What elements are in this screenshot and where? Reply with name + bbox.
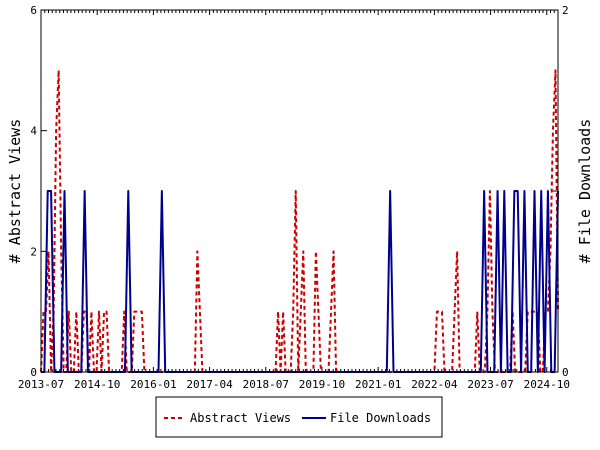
left-y-tick-label: 0 [30, 366, 37, 379]
right-y-tick-labels: 02 [562, 4, 569, 379]
x-tick-labels: 2013-07 2014-10 2016-01 2017-04 2018-07 2019-… [18, 378, 570, 391]
x-tick-label: 2018-07 [243, 378, 289, 391]
right-axis-title: # File Downloads [576, 119, 594, 264]
x-tick-label: 2023-07 [467, 378, 513, 391]
right-y-tick-label: 0 [562, 366, 569, 379]
left-axis-title: # Abstract Views [6, 119, 24, 264]
x-tick-label: 2014-10 [74, 378, 120, 391]
x-tick-label: 2022-04 [411, 378, 458, 391]
series-line-abstract-views [40, 69, 559, 373]
plot-frame [40, 9, 559, 373]
x-tick-label: 2016-01 [130, 378, 176, 391]
legend-label-abstract-views: Abstract Views [190, 411, 291, 425]
plot-background [41, 10, 558, 372]
left-y-tick-label: 6 [30, 4, 37, 17]
x-tick-label: 2017-04 [186, 378, 233, 391]
left-y-tick-labels: 0 2 4 6 [30, 4, 37, 379]
legend: Abstract Views File Downloads [155, 396, 443, 438]
right-y-tick-label: 2 [562, 4, 569, 17]
x-tick-label: 2019-10 [299, 378, 345, 391]
legend-box [155, 396, 443, 438]
legend-label-file-downloads: File Downloads [330, 411, 431, 425]
x-tick-label: 2013-07 [18, 378, 64, 391]
left-y-tick-label: 2 [30, 245, 37, 258]
left-y-tick-label: 4 [30, 125, 37, 138]
x-tick-label: 2021-01 [355, 378, 401, 391]
x-tick-label: 2024-10 [524, 378, 570, 391]
